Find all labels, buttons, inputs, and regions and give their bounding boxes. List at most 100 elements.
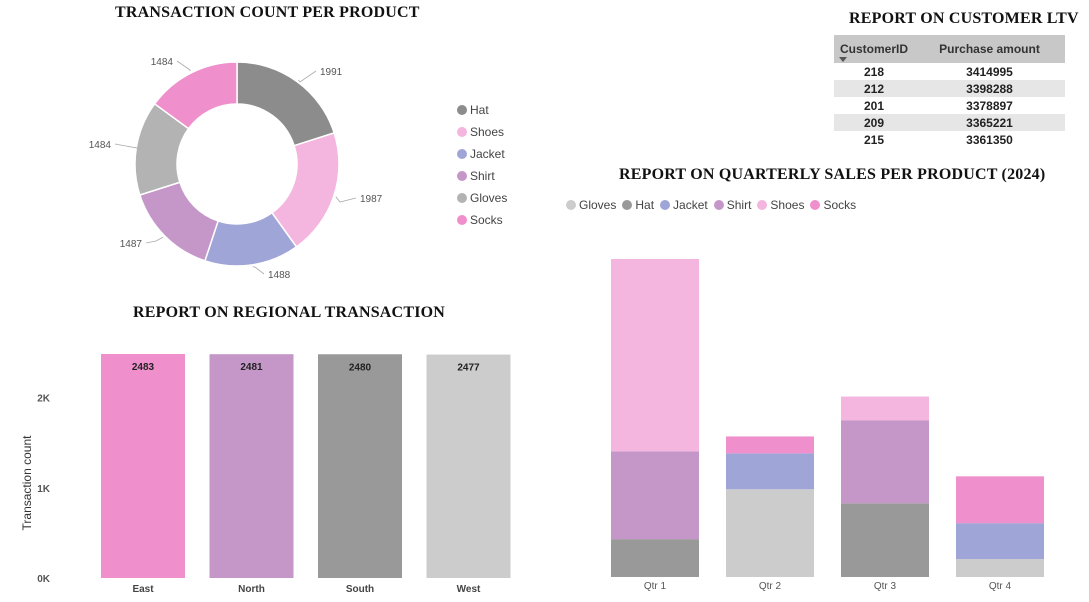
table-row[interactable]: 209 3365221 xyxy=(834,114,1065,131)
bar-segment-qtr2-jacket[interactable] xyxy=(726,453,814,490)
legend-label: Hat xyxy=(470,103,489,117)
table-row[interactable]: 201 3378897 xyxy=(834,97,1065,114)
bar-segment-qtr2-socks[interactable] xyxy=(726,436,814,454)
bar-south[interactable] xyxy=(318,354,402,578)
data-label: 2483 xyxy=(132,362,155,373)
donut-legend-item-shoes[interactable]: Shoes xyxy=(457,125,504,139)
bar-segment-qtr2-gloves[interactable] xyxy=(726,489,814,577)
table-row[interactable]: 215 3361350 xyxy=(834,131,1065,148)
bar-segment-qtr4-socks[interactable] xyxy=(956,476,1044,524)
purchase-amount-label: Purchase amount xyxy=(939,42,1040,56)
legend-dot-icon xyxy=(457,105,467,115)
legend-dot-icon xyxy=(810,200,821,210)
x-tick-label: Qtr 3 xyxy=(874,581,897,592)
x-tick-label: East xyxy=(132,584,154,595)
quarterly-legend-item-shoes[interactable]: Shoes xyxy=(757,198,804,212)
donut-legend-item-shirt[interactable]: Shirt xyxy=(457,169,495,183)
donut-leader-line xyxy=(252,266,265,275)
donut-legend-item-gloves[interactable]: Gloves xyxy=(457,191,507,205)
legend-dot-icon xyxy=(566,200,576,210)
donut-leader-line xyxy=(145,236,164,244)
x-tick-label: Qtr 1 xyxy=(644,581,667,592)
legend-label: Hat xyxy=(635,198,655,212)
y-tick-label: 2K xyxy=(37,394,51,405)
data-label: 2480 xyxy=(349,362,372,373)
legend-dot-icon xyxy=(757,200,768,210)
bar-segment-qtr4-gloves[interactable] xyxy=(956,559,1044,577)
legend-dot-icon xyxy=(457,193,467,203)
donut-leader-line xyxy=(298,70,317,83)
donut-legend-item-jacket[interactable]: Jacket xyxy=(457,147,505,161)
legend-label: Shirt xyxy=(726,198,752,212)
legend-label: Jacket xyxy=(673,198,708,212)
legend-label: Socks xyxy=(823,198,857,212)
donut-title: TRANSACTION COUNT PER PRODUCT xyxy=(115,4,420,21)
bar-segment-qtr1-hat[interactable] xyxy=(611,539,699,577)
bar-west[interactable] xyxy=(426,354,511,578)
bar-east[interactable] xyxy=(101,354,185,578)
sort-descending-icon[interactable] xyxy=(839,57,847,62)
column-header-purchase-amount[interactable]: Purchase amount xyxy=(839,35,1065,63)
table-row[interactable]: 212 3398288 xyxy=(834,80,1065,97)
legend-dot-icon xyxy=(457,171,467,181)
bar-segment-qtr1-shirt[interactable] xyxy=(611,451,699,540)
quarterly-legend-item-hat[interactable]: Hat xyxy=(622,198,654,212)
legend-dot-icon xyxy=(457,127,467,137)
y-axis-label: Transaction count xyxy=(20,435,34,531)
customer-id-cell: 209 xyxy=(834,114,914,131)
bar-segment-qtr3-shoes[interactable] xyxy=(841,396,929,421)
legend-label: Gloves xyxy=(470,191,508,205)
donut-leader-line xyxy=(114,143,138,149)
legend-label: Shirt xyxy=(470,169,495,183)
donut-leader-line xyxy=(335,196,357,203)
quarterly-legend-item-shirt[interactable]: Shirt xyxy=(713,198,752,212)
regional-chart: Transaction count 0K 1K 2K 2483 East 2481 North… xyxy=(20,354,511,595)
x-tick-label: Qtr 4 xyxy=(989,581,1012,592)
x-tick-label: North xyxy=(238,584,265,595)
ltv-title: REPORT ON CUSTOMER LTV xyxy=(849,10,1079,27)
table-row[interactable]: 218 3414995 xyxy=(834,63,1065,80)
donut-data-label-shoes: 1987 xyxy=(360,194,383,205)
donut-data-label-gloves: 1484 xyxy=(89,140,112,151)
bar-segment-qtr3-shirt[interactable] xyxy=(841,420,929,504)
legend-dot-icon xyxy=(457,215,467,225)
purchase-amount-cell: 3365221 xyxy=(914,114,1065,131)
bar-segment-qtr1-shoes[interactable] xyxy=(611,259,699,452)
quarterly-chart: Qtr 1 Qtr 2 Qtr 3 Qtr 4 xyxy=(611,259,1044,592)
donut-leader-line xyxy=(176,60,191,72)
quarterly-legend: Gloves Hat Jacket Shirt Shoes Socks xyxy=(566,198,856,212)
purchase-amount-cell: 3361350 xyxy=(966,132,1013,147)
column-header-customerid[interactable]: CustomerID xyxy=(834,35,914,63)
y-tick-label: 0K xyxy=(37,574,51,585)
regional-title: REPORT ON REGIONAL TRANSACTION xyxy=(133,304,446,321)
donut-legend-item-hat[interactable]: Hat xyxy=(457,103,489,117)
quarterly-title: REPORT ON QUARTERLY SALES PER PRODUCT (2… xyxy=(619,166,1046,183)
legend-dot-icon xyxy=(713,200,724,210)
bar-north[interactable] xyxy=(209,354,294,578)
x-tick-label: South xyxy=(346,584,374,595)
legend-label: Gloves xyxy=(579,198,617,212)
legend-label: Shoes xyxy=(770,198,805,212)
customer-id-cell: 215 xyxy=(863,132,885,147)
x-tick-label: West xyxy=(457,584,481,595)
customer-id-cell: 201 xyxy=(863,98,885,113)
donut-slice-shirt[interactable] xyxy=(138,181,220,262)
legend-dot-icon xyxy=(457,149,467,159)
bar-segment-qtr3-hat[interactable] xyxy=(841,503,929,577)
quarterly-legend-item-socks[interactable]: Socks xyxy=(810,198,856,212)
purchase-amount-cell: 3378897 xyxy=(966,98,1013,113)
donut-chart: 1991 1987 1488 1487 1484 1484 xyxy=(89,57,383,281)
quarterly-legend-item-jacket[interactable]: Jacket xyxy=(660,198,708,212)
donut-data-label-hat: 1991 xyxy=(320,67,343,78)
donut-data-label-socks: 1484 xyxy=(151,57,174,68)
legend-label: Jacket xyxy=(470,147,505,161)
donut-slice-socks[interactable] xyxy=(153,61,238,130)
legend-label: Socks xyxy=(470,213,503,227)
bar-segment-qtr4-jacket[interactable] xyxy=(956,523,1044,560)
quarterly-legend-item-gloves[interactable]: Gloves xyxy=(566,198,616,212)
legend-dot-icon xyxy=(622,200,633,210)
legend-label: Shoes xyxy=(470,125,505,139)
legend-dot-icon xyxy=(660,200,671,210)
donut-legend-item-socks[interactable]: Socks xyxy=(457,213,503,227)
customer-id-cell: 218 xyxy=(863,64,885,79)
